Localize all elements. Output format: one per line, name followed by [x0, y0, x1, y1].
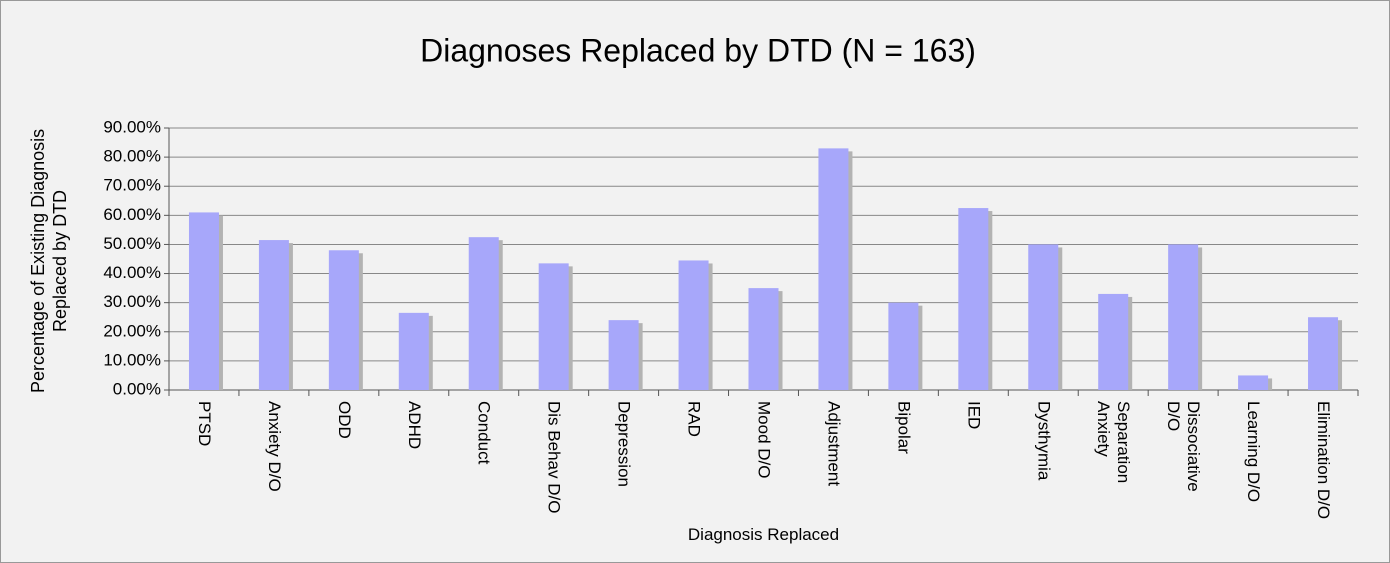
x-tick-label: Elimination D/O	[1314, 401, 1334, 520]
bar	[958, 208, 989, 390]
x-tick-label: Dysthymia	[1034, 401, 1054, 481]
x-tick-label: Separation Anxiety	[1094, 401, 1134, 484]
x-tick-label: Anxiety D/O	[264, 401, 284, 492]
bar	[748, 288, 779, 390]
bar	[1168, 244, 1199, 390]
y-tick-label: 20.00%	[103, 321, 161, 340]
x-tick-label: Adjustment	[824, 401, 844, 487]
y-tick-label: 50.00%	[103, 234, 161, 253]
bar	[258, 240, 289, 390]
y-tick-label: 90.00%	[103, 117, 161, 136]
x-tick-label: Dissociative D/O	[1164, 401, 1204, 492]
x-tick-label: ADHD	[404, 401, 424, 450]
chart-title: Diagnoses Replaced by DTD (N = 163)	[420, 32, 976, 68]
bar	[818, 148, 849, 390]
y-tick-label: 70.00%	[103, 176, 161, 195]
bar	[538, 263, 569, 390]
x-tick-label: Conduct	[474, 401, 494, 465]
x-tick-label: Learning D/O	[1244, 401, 1264, 503]
bar	[678, 260, 709, 390]
y-tick-label: 40.00%	[103, 263, 161, 282]
x-tick-label: RAD	[684, 401, 704, 437]
bar	[328, 250, 359, 390]
bar	[1238, 375, 1269, 390]
x-tick-label: IED	[964, 401, 984, 430]
y-axis-label: Percentage of Existing Diagnosis Replace…	[28, 128, 70, 394]
x-tick-label: Mood D/O	[754, 401, 774, 479]
bar	[188, 212, 219, 390]
bar	[468, 237, 499, 390]
x-axis-label: Diagnosis Replaced	[687, 525, 840, 544]
bar	[398, 312, 429, 390]
y-tick-label: 30.00%	[103, 292, 161, 311]
bar	[608, 320, 639, 390]
bar	[888, 302, 919, 390]
x-tick-label: ODD	[334, 401, 354, 439]
bar	[1098, 293, 1129, 390]
bar	[1308, 317, 1339, 390]
x-tick-label: Bipolar	[894, 401, 914, 454]
x-tick-label: Depression	[614, 401, 634, 487]
x-tick-label: PTSD	[194, 401, 214, 447]
y-tick-label: 60.00%	[103, 205, 161, 224]
y-tick-label: 0.00%	[113, 379, 161, 398]
y-tick-label: 80.00%	[103, 147, 161, 166]
bar	[1028, 244, 1059, 390]
x-tick-label: Dis Behav D/O	[544, 401, 564, 514]
y-tick-label: 10.00%	[103, 350, 161, 369]
